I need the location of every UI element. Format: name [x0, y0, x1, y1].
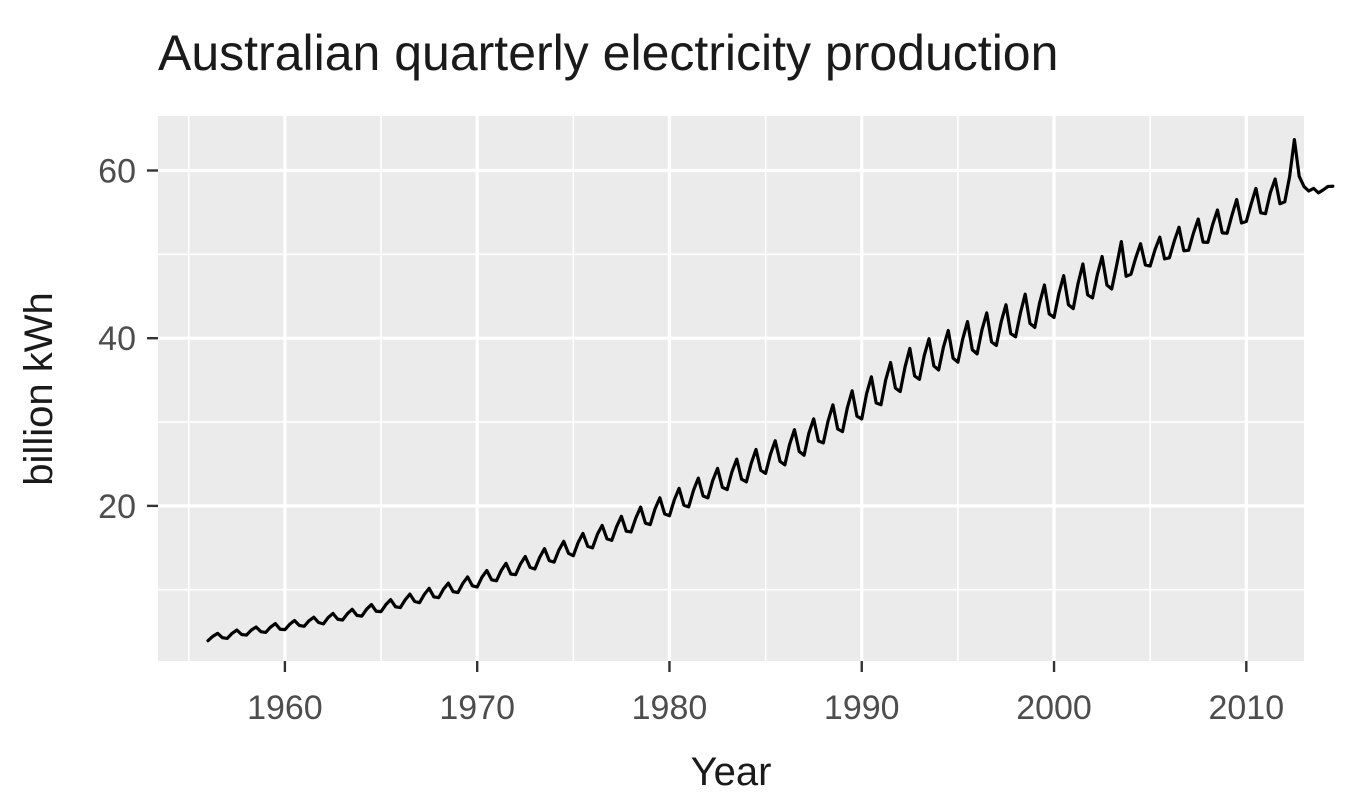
- chart-title: Australian quarterly electricity product…: [158, 25, 1058, 81]
- plot-panel: [158, 116, 1304, 661]
- series-line-electricity-production: [206, 137, 1335, 643]
- x-tick-label: 1960: [247, 689, 323, 727]
- x-tick-label: 1970: [439, 689, 515, 727]
- x-axis-ticks: [283, 661, 1248, 672]
- x-tick-label: 1990: [824, 689, 900, 727]
- y-tick-label: 40: [98, 320, 136, 358]
- x-axis-title: Year: [691, 750, 772, 794]
- x-tick-label: 2000: [1016, 689, 1092, 727]
- grid-major-x: [283, 116, 1248, 661]
- grid-minor-y: [158, 253, 1304, 591]
- grid-major-y: [158, 168, 1304, 508]
- x-tick-label: 1980: [632, 689, 708, 727]
- x-tick-label: 2010: [1208, 689, 1284, 727]
- y-tick-label: 60: [98, 153, 136, 191]
- grid-minor-x: [187, 116, 1151, 661]
- y-tick-label: 20: [98, 488, 136, 526]
- y-axis-ticks: [147, 169, 158, 508]
- x-axis-tick-labels: 1960 1970 1980 1990 2000 2010: [247, 689, 1284, 727]
- y-axis-title: billion kWh: [17, 292, 61, 485]
- y-axis-tick-labels: 20 40 60: [98, 153, 136, 526]
